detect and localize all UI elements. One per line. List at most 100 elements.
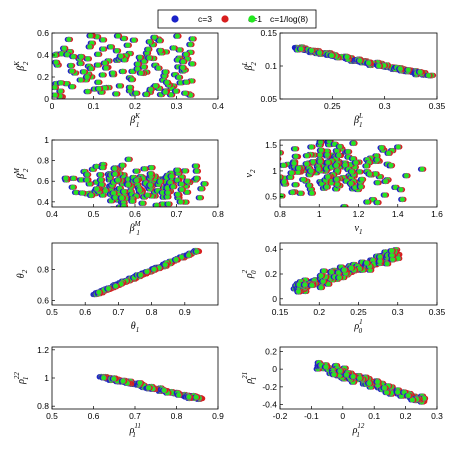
y-tick-label: 0.6 <box>37 295 49 305</box>
x-tick-label: 0 <box>50 101 55 111</box>
x-tick-label: 0.9 <box>212 411 224 421</box>
point-clog8 <box>147 182 154 188</box>
point-clog8 <box>254 161 259 166</box>
x-axis-label: ρ12 1 <box>352 422 365 439</box>
scatter-points <box>96 373 206 403</box>
point-clog8 <box>86 43 93 50</box>
point-clog8 <box>177 199 184 205</box>
point-clog8 <box>111 165 118 172</box>
point-clog8 <box>333 162 340 169</box>
point-clog8 <box>389 252 395 259</box>
point-clog8 <box>405 392 412 399</box>
point-clog8 <box>70 175 77 182</box>
point-clog8 <box>133 90 140 97</box>
point-clog8 <box>189 61 196 67</box>
point-clog8 <box>326 140 333 145</box>
point-clog8 <box>377 258 383 265</box>
point-clog8 <box>64 51 71 58</box>
point-clog8 <box>310 158 316 165</box>
point-clog8 <box>348 265 354 271</box>
point-clog8 <box>151 34 158 41</box>
point-clog8 <box>374 199 381 206</box>
point-clog8 <box>144 192 151 198</box>
x-tick-label: -0.1 <box>304 411 319 421</box>
point-clog8 <box>363 260 370 266</box>
x-axis-label: ρ1 0 <box>353 318 362 335</box>
y-axis-label: βM2 <box>13 167 30 180</box>
point-clog8 <box>183 51 189 58</box>
point-clog8 <box>96 289 102 296</box>
point-clog8 <box>146 55 153 61</box>
point-clog8 <box>174 191 181 198</box>
point-clog8 <box>144 268 150 275</box>
x-tick-label: 0.9 <box>179 307 191 317</box>
point-clog8 <box>85 55 91 62</box>
point-clog8 <box>131 37 137 43</box>
legend-marker-c1 <box>221 15 229 23</box>
point-clog8 <box>133 177 140 184</box>
y-tick-label: 0.1 <box>265 61 277 71</box>
point-clog8 <box>124 42 131 49</box>
scatter-points <box>61 156 209 207</box>
x-tick-label: 0.3 <box>431 411 443 421</box>
point-clog8 <box>318 284 324 291</box>
x-tick-label: 0.3 <box>379 101 391 111</box>
point-clog8 <box>157 47 164 54</box>
point-clog8 <box>137 272 144 278</box>
point-clog8 <box>69 83 75 90</box>
point-clog8 <box>293 153 299 160</box>
point-clog8 <box>141 58 148 65</box>
point-clog8 <box>164 79 170 86</box>
point-clog8 <box>193 394 199 401</box>
point-clog8 <box>385 150 392 157</box>
point-clog8 <box>156 37 163 44</box>
x-axis-label: ν1 <box>355 223 363 236</box>
point-clog8 <box>260 147 265 152</box>
point-clog8 <box>110 70 116 76</box>
scatter-points <box>254 140 427 207</box>
point-clog8 <box>357 57 363 64</box>
point-clog8 <box>57 88 64 94</box>
point-clog8 <box>112 171 118 177</box>
point-clog8 <box>383 389 390 396</box>
point-clog8 <box>182 168 188 174</box>
point-clog8 <box>102 60 108 66</box>
y-axis-label: βK2 <box>13 61 30 72</box>
point-clog8 <box>308 144 315 150</box>
point-clog8 <box>371 140 374 141</box>
x-tick-label: 0.2 <box>129 101 141 111</box>
x-tick-label: 0.25 <box>350 307 367 317</box>
point-clog8 <box>197 194 203 201</box>
y-tick-label: 0.8 <box>37 156 49 166</box>
y-tick-label: -0.4 <box>262 400 277 410</box>
point-clog8 <box>87 33 94 39</box>
point-clog8 <box>178 181 185 187</box>
point-c3 <box>370 140 372 141</box>
x-axis-label: θ1 <box>131 321 139 334</box>
point-clog8 <box>297 190 304 197</box>
point-clog8 <box>350 140 357 147</box>
point-clog8 <box>165 189 171 196</box>
point-clog8 <box>399 196 406 203</box>
point-clog8 <box>397 65 404 72</box>
point-clog8 <box>103 65 109 71</box>
point-clog8 <box>337 143 343 150</box>
x-tick-label: 0.7 <box>171 209 183 219</box>
point-clog8 <box>145 385 152 391</box>
point-clog8 <box>304 152 310 159</box>
point-clog8 <box>318 272 324 279</box>
x-tick-label: 0.4 <box>46 209 58 219</box>
point-clog8 <box>394 389 401 395</box>
point-clog8 <box>170 45 177 51</box>
point-c1 <box>272 160 277 165</box>
point-clog8 <box>70 53 77 60</box>
point-clog8 <box>162 69 169 75</box>
point-c3 <box>269 160 274 165</box>
point-clog8 <box>129 68 136 75</box>
point-clog8 <box>345 148 351 155</box>
point-clog8 <box>336 152 342 158</box>
